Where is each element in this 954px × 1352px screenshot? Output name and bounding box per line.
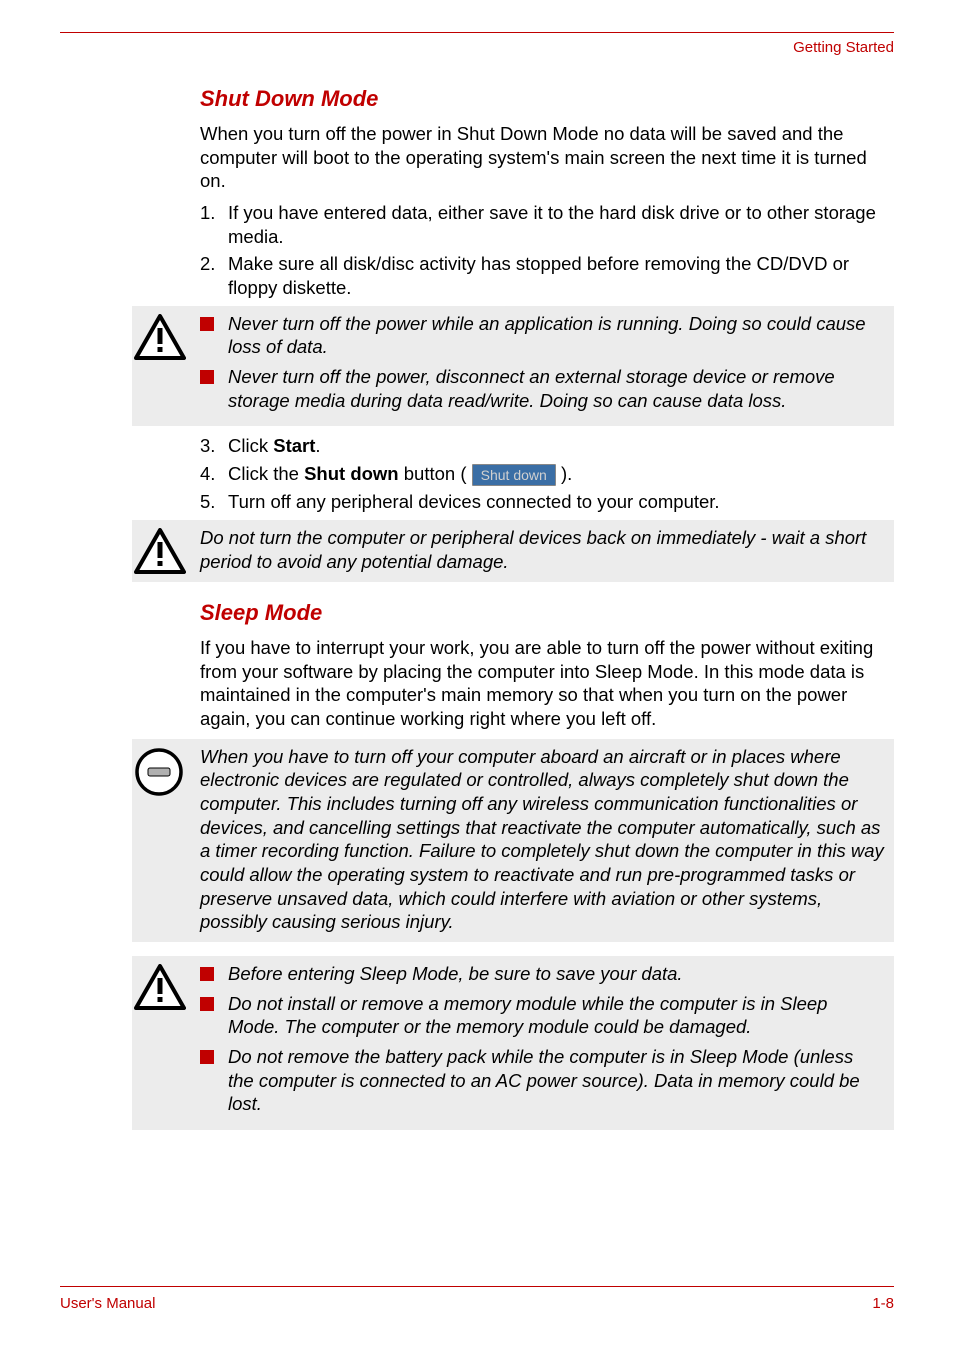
bullet-item: Before entering Sleep Mode, be sure to s…: [200, 962, 884, 986]
warning-text: Do not turn the computer or peripheral d…: [200, 526, 884, 574]
header-chapter: Getting Started: [60, 39, 894, 56]
warning-icon: [134, 314, 186, 360]
note-icon: [134, 747, 184, 797]
text-bold: Start: [273, 435, 315, 456]
section-title-sleep: Sleep Mode: [200, 600, 894, 626]
footer-right: 1-8: [872, 1295, 894, 1312]
step-number: 2.: [200, 252, 228, 299]
step-text: Turn off any peripheral devices connecte…: [228, 490, 894, 514]
bullet-icon: [200, 967, 214, 981]
step-text: Make sure all disk/disc activity has sto…: [228, 252, 894, 299]
text-fragment: button (: [399, 463, 472, 484]
bullet-item: Do not install or remove a memory module…: [200, 992, 884, 1039]
text-fragment: Click: [228, 435, 273, 456]
section-title-shutdown: Shut Down Mode: [200, 86, 894, 112]
note-text: When you have to turn off your computer …: [200, 745, 884, 934]
bullet-item: Do not remove the battery pack while the…: [200, 1045, 884, 1116]
step-number: 5.: [200, 490, 228, 514]
warning-callout: Never turn off the power while an applic…: [132, 306, 894, 427]
bullet-item: Never turn off the power while an applic…: [200, 312, 884, 359]
sleep-intro: If you have to interrupt your work, you …: [200, 636, 894, 731]
step-text: Click Start.: [228, 434, 894, 458]
bullet-icon: [200, 370, 214, 384]
list-item: 4. Click the Shut down button ( Shut dow…: [200, 462, 894, 486]
shutdown-intro: When you turn off the power in Shut Down…: [200, 122, 894, 193]
list-item: 1. If you have entered data, either save…: [200, 201, 894, 248]
text-fragment: .: [315, 435, 320, 456]
footer-left: User's Manual: [60, 1295, 155, 1312]
bullet-item: Never turn off the power, disconnect an …: [200, 365, 884, 412]
step-number: 4.: [200, 462, 228, 486]
bullet-text: Never turn off the power while an applic…: [228, 312, 884, 359]
step-text: If you have entered data, either save it…: [228, 201, 894, 248]
step-text: Click the Shut down button ( Shut down )…: [228, 462, 894, 486]
warning-callout: Before entering Sleep Mode, be sure to s…: [132, 956, 894, 1130]
list-item: 3. Click Start.: [200, 434, 894, 458]
warning-callout: Do not turn the computer or peripheral d…: [132, 520, 894, 582]
bullet-icon: [200, 1050, 214, 1064]
bullet-text: Do not remove the battery pack while the…: [228, 1045, 884, 1116]
list-item: 2. Make sure all disk/disc activity has …: [200, 252, 894, 299]
bullet-text: Do not install or remove a memory module…: [228, 992, 884, 1039]
bullet-text: Before entering Sleep Mode, be sure to s…: [228, 962, 884, 986]
text-fragment: Click the: [228, 463, 304, 484]
page-footer: User's Manual 1-8: [60, 1286, 894, 1312]
warning-icon: [134, 964, 186, 1010]
step-number: 1.: [200, 201, 228, 248]
text-fragment: ).: [556, 463, 572, 484]
bullet-text: Never turn off the power, disconnect an …: [228, 365, 884, 412]
header-rule: [60, 32, 894, 33]
warning-icon: [134, 528, 186, 574]
bullet-icon: [200, 997, 214, 1011]
step-number: 3.: [200, 434, 228, 458]
shutdown-button-graphic: Shut down: [472, 464, 556, 486]
text-bold: Shut down: [304, 463, 399, 484]
note-callout: When you have to turn off your computer …: [132, 739, 894, 942]
list-item: 5. Turn off any peripheral devices conne…: [200, 490, 894, 514]
bullet-icon: [200, 317, 214, 331]
